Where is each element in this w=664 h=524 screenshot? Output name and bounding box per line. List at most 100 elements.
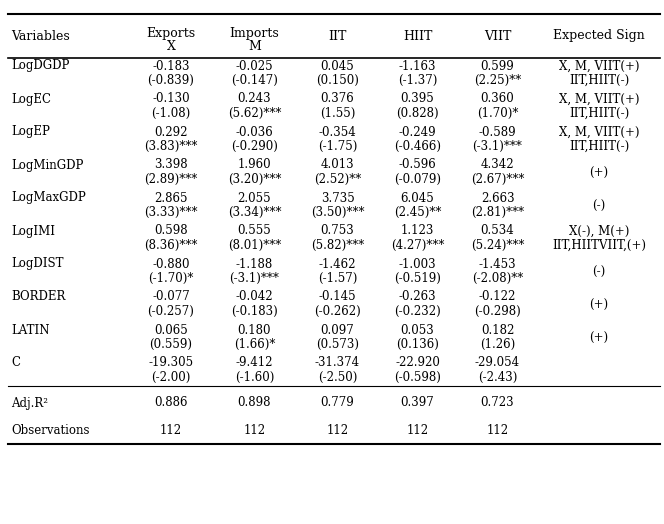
Text: -1.003: -1.003 xyxy=(398,257,436,270)
Text: (-0.839): (-0.839) xyxy=(147,73,195,86)
Text: (-0.232): (-0.232) xyxy=(394,304,441,318)
Text: (-2.00): (-2.00) xyxy=(151,370,191,384)
Text: (-0.262): (-0.262) xyxy=(314,304,361,318)
Text: (-1.57): (-1.57) xyxy=(318,271,357,285)
Text: (2.67)***: (2.67)*** xyxy=(471,172,524,185)
Text: -0.880: -0.880 xyxy=(152,257,190,270)
Text: (2.81)***: (2.81)*** xyxy=(471,205,524,219)
Text: LATIN: LATIN xyxy=(11,323,50,336)
Text: (2.25)**: (2.25)** xyxy=(474,73,521,86)
Text: (1.70)*: (1.70)* xyxy=(477,106,518,119)
Text: 0.360: 0.360 xyxy=(481,93,515,105)
Text: 0.045: 0.045 xyxy=(321,60,355,72)
Text: 0.753: 0.753 xyxy=(321,224,355,237)
Text: (-1.08): (-1.08) xyxy=(151,106,191,119)
Text: X, M, VIIT(+): X, M, VIIT(+) xyxy=(558,60,639,72)
Text: 112: 112 xyxy=(244,424,266,438)
Text: (-2.08)**: (-2.08)** xyxy=(472,271,523,285)
Text: LogEP: LogEP xyxy=(11,126,50,138)
Text: -0.042: -0.042 xyxy=(236,290,274,303)
Text: X: X xyxy=(167,40,175,53)
Text: 3.398: 3.398 xyxy=(154,158,188,171)
Text: -0.596: -0.596 xyxy=(398,158,436,171)
Text: IIT: IIT xyxy=(328,29,347,42)
Text: -0.145: -0.145 xyxy=(319,290,357,303)
Text: (+): (+) xyxy=(590,299,609,312)
Text: 0.397: 0.397 xyxy=(400,397,434,409)
Text: 0.898: 0.898 xyxy=(238,397,272,409)
Text: (-0.466): (-0.466) xyxy=(394,139,441,152)
Text: M: M xyxy=(248,40,261,53)
Text: (-0.183): (-0.183) xyxy=(231,304,278,318)
Text: (-1.37): (-1.37) xyxy=(398,73,437,86)
Text: -22.920: -22.920 xyxy=(395,356,440,369)
Text: 0.376: 0.376 xyxy=(321,93,355,105)
Text: (0.136): (0.136) xyxy=(396,337,439,351)
Text: IIT,HIIT(-): IIT,HIIT(-) xyxy=(569,139,629,152)
Text: VIIT: VIIT xyxy=(484,29,511,42)
Text: LogEC: LogEC xyxy=(11,93,51,105)
Text: (0.559): (0.559) xyxy=(149,337,193,351)
Text: -0.249: -0.249 xyxy=(398,126,436,138)
Text: 0.395: 0.395 xyxy=(400,93,434,105)
Text: 112: 112 xyxy=(160,424,182,438)
Text: 0.555: 0.555 xyxy=(238,224,272,237)
Text: HIIT: HIIT xyxy=(403,29,432,42)
Text: X, M, VIIT(+): X, M, VIIT(+) xyxy=(558,126,639,138)
Text: 3.735: 3.735 xyxy=(321,191,355,204)
Text: (8.01)***: (8.01)*** xyxy=(228,238,281,252)
Text: -1.462: -1.462 xyxy=(319,257,357,270)
Text: X(-), M(+): X(-), M(+) xyxy=(569,224,629,237)
Text: (0.150): (0.150) xyxy=(316,73,359,86)
Text: 0.097: 0.097 xyxy=(321,323,355,336)
Text: (+): (+) xyxy=(590,167,609,180)
Text: C: C xyxy=(11,356,20,369)
Text: (2.52)**: (2.52)** xyxy=(314,172,361,185)
Text: 112: 112 xyxy=(327,424,349,438)
Text: BORDER: BORDER xyxy=(11,290,65,303)
Text: -0.354: -0.354 xyxy=(319,126,357,138)
Text: Expected Sign: Expected Sign xyxy=(553,29,645,42)
Text: IIT,HIITVIIT,(+): IIT,HIITVIIT,(+) xyxy=(552,238,646,252)
Text: -0.025: -0.025 xyxy=(236,60,274,72)
Text: -0.183: -0.183 xyxy=(152,60,190,72)
Text: (-0.298): (-0.298) xyxy=(474,304,521,318)
Text: (3.33)***: (3.33)*** xyxy=(144,205,198,219)
Text: (4.27)***: (4.27)*** xyxy=(391,238,444,252)
Text: -0.122: -0.122 xyxy=(479,290,516,303)
Text: (-): (-) xyxy=(592,200,606,213)
Text: (1.26): (1.26) xyxy=(480,337,515,351)
Text: 4.013: 4.013 xyxy=(321,158,355,171)
Text: Imports: Imports xyxy=(230,27,280,40)
Text: (3.50)***: (3.50)*** xyxy=(311,205,365,219)
Text: 0.053: 0.053 xyxy=(400,323,434,336)
Text: LogDIST: LogDIST xyxy=(11,257,64,270)
Text: 0.723: 0.723 xyxy=(481,397,515,409)
Text: -0.263: -0.263 xyxy=(398,290,436,303)
Text: Variables: Variables xyxy=(11,29,70,42)
Text: -31.374: -31.374 xyxy=(315,356,360,369)
Text: LogMinGDP: LogMinGDP xyxy=(11,158,84,171)
Text: (-3.1)***: (-3.1)*** xyxy=(230,271,280,285)
Text: 0.886: 0.886 xyxy=(154,397,188,409)
Text: LogMaxGDP: LogMaxGDP xyxy=(11,191,86,204)
Text: -1.453: -1.453 xyxy=(479,257,517,270)
Text: IIT,HIIT(-): IIT,HIIT(-) xyxy=(569,106,629,119)
Text: Exports: Exports xyxy=(147,27,196,40)
Text: -1.163: -1.163 xyxy=(399,60,436,72)
Text: Observations: Observations xyxy=(11,424,90,438)
Text: -0.130: -0.130 xyxy=(152,93,190,105)
Text: (0.573): (0.573) xyxy=(316,337,359,351)
Text: -19.305: -19.305 xyxy=(149,356,194,369)
Text: (8.36)***: (8.36)*** xyxy=(144,238,198,252)
Text: LogIMI: LogIMI xyxy=(11,224,55,237)
Text: (2.89)***: (2.89)*** xyxy=(144,172,198,185)
Text: (+): (+) xyxy=(590,332,609,345)
Text: 2.663: 2.663 xyxy=(481,191,515,204)
Text: (-1.70)*: (-1.70)* xyxy=(148,271,194,285)
Text: 0.243: 0.243 xyxy=(238,93,272,105)
Text: (-1.75): (-1.75) xyxy=(318,139,357,152)
Text: 0.182: 0.182 xyxy=(481,323,514,336)
Text: 2.055: 2.055 xyxy=(238,191,272,204)
Text: (2.45)**: (2.45)** xyxy=(394,205,441,219)
